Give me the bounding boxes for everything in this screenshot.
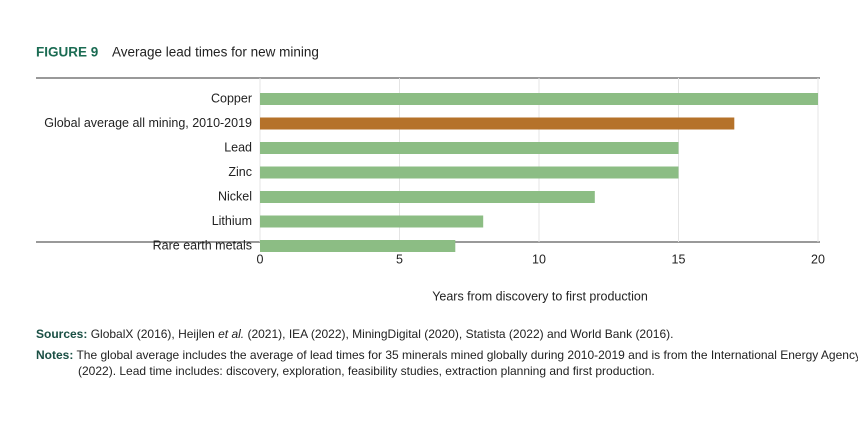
- x-tick-label: 15: [672, 252, 686, 266]
- x-tick-label: 5: [396, 252, 403, 266]
- x-tick-label: 10: [532, 252, 546, 266]
- y-tick-label: Lead: [224, 140, 252, 154]
- y-tick-label: Global average all mining, 2010-2019: [44, 116, 252, 130]
- sources-label: Sources:: [36, 327, 88, 341]
- figure-label: FIGURE 9: [36, 45, 98, 60]
- x-tick-label: 20: [811, 252, 825, 266]
- y-tick-label: Rare earth metals: [153, 238, 252, 252]
- sources-text: GlobalX (2016), Heijlen: [90, 327, 219, 341]
- bar: [260, 215, 484, 228]
- notes: Notes: The global average includes the a…: [36, 347, 858, 379]
- bar: [260, 191, 595, 203]
- y-tick-label: Lithium: [212, 214, 252, 228]
- sources-text: et al.: [218, 327, 245, 341]
- bar: [260, 166, 679, 179]
- y-tick-label: Zinc: [228, 165, 252, 179]
- x-axis-label: Years from discovery to first production: [432, 289, 648, 303]
- bar: [260, 142, 679, 154]
- notes-text: The global average includes the average …: [76, 348, 858, 378]
- notes-label: Notes:: [36, 348, 74, 362]
- y-tick-label: Copper: [211, 91, 252, 105]
- x-tick-label: 0: [257, 252, 264, 266]
- chart-title: Average lead times for new mining: [112, 45, 319, 60]
- sources-text: (2021), IEA (2022), MiningDigital (2020)…: [244, 327, 674, 341]
- bar: [260, 240, 456, 252]
- y-tick-label: Nickel: [218, 189, 252, 203]
- sources: Sources: GlobalX (2016), Heijlen et al. …: [36, 326, 826, 342]
- bar: [260, 117, 735, 130]
- chart: FIGURE 9 Average lead times for new mini…: [36, 45, 825, 303]
- bar: [260, 93, 818, 105]
